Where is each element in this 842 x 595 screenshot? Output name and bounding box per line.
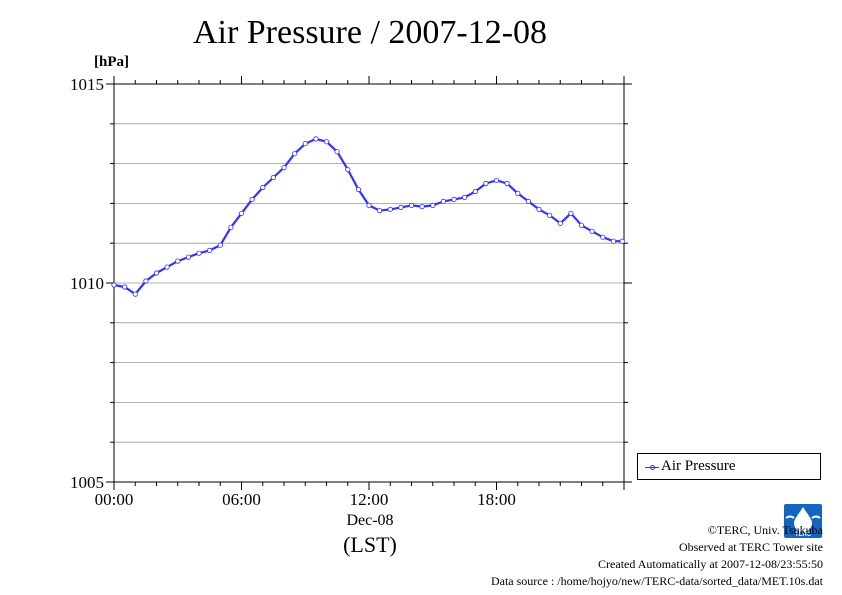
data-point xyxy=(270,174,276,181)
data-point xyxy=(504,180,510,187)
legend-line-icon xyxy=(645,465,659,470)
series-line xyxy=(113,137,623,296)
data-point xyxy=(578,222,585,228)
legend: Air Pressure xyxy=(637,453,821,480)
data-point xyxy=(419,204,425,210)
series-air-pressure xyxy=(111,136,625,297)
chart-title: Air Pressure / 2007-12-08 xyxy=(192,14,548,51)
data-point xyxy=(185,254,191,260)
x-date-label: Dec-08 xyxy=(346,512,394,529)
axis-ticks xyxy=(106,76,632,490)
y-tick-label: 1005 xyxy=(70,473,104,492)
data-point xyxy=(546,212,553,218)
data-point xyxy=(122,284,128,290)
data-point xyxy=(493,177,500,183)
data-point xyxy=(217,242,223,248)
data-point xyxy=(387,206,393,212)
data-point xyxy=(334,149,340,155)
data-point xyxy=(366,202,372,208)
data-point xyxy=(472,188,478,195)
y-unit-label: [hPa] xyxy=(94,54,129,70)
data-point xyxy=(111,282,117,288)
footer-source: Data source : /home/hojyo/new/TERC-data/… xyxy=(490,574,823,588)
data-point xyxy=(619,238,625,244)
data-point xyxy=(281,165,287,171)
terc-logo-icon: TERC xyxy=(784,504,822,538)
data-point xyxy=(345,167,351,173)
x-tick-label: 18:00 xyxy=(477,490,516,509)
data-point xyxy=(313,136,319,142)
footer-observed: Observed at TERC Tower site xyxy=(678,540,823,554)
x-tick-label: 12:00 xyxy=(350,490,389,509)
y-tick-label: 1010 xyxy=(70,274,104,293)
logo-text: TERC xyxy=(795,532,812,538)
data-point xyxy=(153,270,160,276)
x-tick-label: 00:00 xyxy=(95,490,134,509)
data-point xyxy=(483,180,489,187)
data-point xyxy=(536,206,542,212)
data-point xyxy=(355,186,361,193)
y-tick-label: 1015 xyxy=(70,75,104,94)
data-point xyxy=(525,198,532,204)
data-point xyxy=(249,196,255,202)
legend-label: Air Pressure xyxy=(661,458,736,474)
footer-copyright: ©TERC, Univ. Tsukuba xyxy=(707,523,823,537)
data-point xyxy=(228,224,234,230)
data-point xyxy=(515,190,521,196)
data-point xyxy=(207,247,213,253)
data-point xyxy=(589,228,595,234)
data-point xyxy=(408,202,415,208)
data-point xyxy=(600,234,606,240)
data-point xyxy=(175,258,181,264)
data-point xyxy=(260,184,266,191)
data-point xyxy=(164,264,170,270)
data-point xyxy=(430,202,436,208)
x-axis-title: (LST) xyxy=(343,532,397,557)
data-point xyxy=(196,250,202,256)
x-tick-label: 06:00 xyxy=(222,490,261,509)
footer-created: Created Automatically at 2007-12-08/23:5… xyxy=(598,557,823,571)
data-point xyxy=(143,278,149,284)
data-point xyxy=(291,151,298,157)
data-point xyxy=(302,141,308,147)
data-point xyxy=(568,210,574,216)
grid-lines xyxy=(114,123,624,443)
data-point xyxy=(376,208,383,214)
data-point xyxy=(132,291,138,297)
data-point xyxy=(440,198,446,204)
data-point xyxy=(323,139,330,145)
data-point xyxy=(557,220,563,226)
data-point xyxy=(461,194,468,200)
tick-labels: 1005 1010 1015 00:00 06:00 12:00 18:00 xyxy=(70,75,516,509)
data-point xyxy=(610,238,617,244)
data-point xyxy=(238,210,245,216)
data-point xyxy=(451,196,457,202)
data-point xyxy=(398,204,404,210)
